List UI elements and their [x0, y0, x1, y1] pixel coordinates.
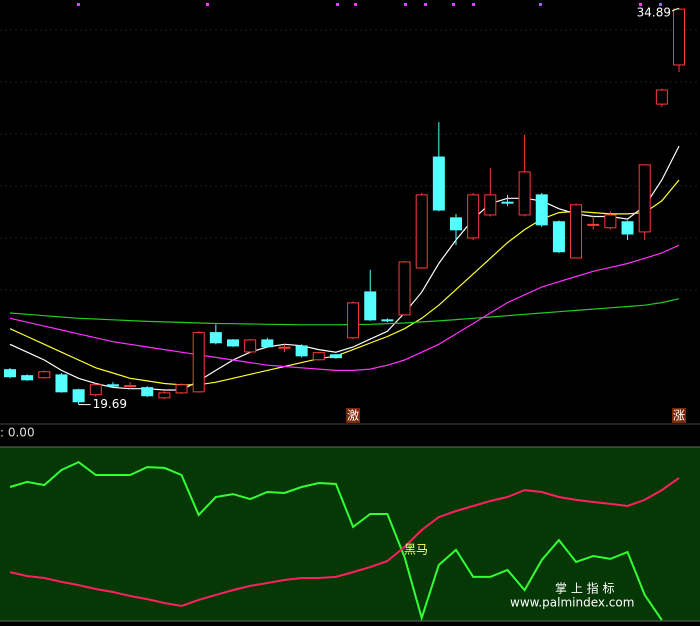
- candle-body: [4, 369, 16, 378]
- high-label: 34.89: [637, 6, 671, 20]
- candle-body: [570, 204, 583, 259]
- layout-grid: [0, 29, 700, 291]
- candle-body: [638, 164, 651, 233]
- indicator-annotation: 黑马: [404, 543, 428, 557]
- candle-body: [227, 339, 239, 347]
- candle-body: [398, 261, 411, 316]
- candle-body: [501, 201, 514, 204]
- watermark-title: 掌 上 指 标: [555, 581, 614, 596]
- candle-body: [347, 302, 360, 339]
- ma-line: [9, 179, 680, 386]
- candle-body: [364, 291, 377, 321]
- candle-body: [604, 214, 617, 229]
- watermark-url: www.palmindex.com: [510, 596, 634, 610]
- indicator-line: [9, 477, 680, 608]
- candle-body: [158, 392, 171, 399]
- candle-body: [535, 194, 548, 226]
- candle-body: [432, 156, 445, 211]
- candle-body: [89, 384, 102, 396]
- ma-line: [9, 244, 680, 371]
- top-dots: [77, 3, 662, 6]
- candle-body: [552, 221, 565, 253]
- candle-body: [175, 384, 188, 394]
- low-label: 19.69: [93, 397, 127, 411]
- signal-label: 涨: [673, 408, 685, 423]
- signal-label: 激: [347, 409, 359, 423]
- candle-body: [467, 194, 480, 239]
- candle-body: [244, 339, 257, 353]
- candle-body: [450, 217, 462, 231]
- ma-line: [9, 145, 680, 391]
- candle-body: [621, 221, 634, 235]
- candle-body: [415, 194, 428, 269]
- candle-body: [141, 387, 154, 397]
- signal-box: [346, 408, 361, 423]
- candle-body: [312, 352, 325, 361]
- indicator-line: [9, 460, 663, 622]
- candle-body: [655, 89, 668, 105]
- high-arrow: [671, 7, 680, 12]
- candle-body: [381, 319, 394, 322]
- indicator-label: : 0.00: [0, 426, 35, 440]
- candle-body: [261, 339, 274, 348]
- candle-body: [209, 332, 222, 344]
- candle-body: [106, 384, 119, 387]
- ma-line: [9, 298, 680, 326]
- signal-box: [672, 408, 686, 423]
- candle-body: [192, 332, 205, 393]
- candle-body: [72, 389, 85, 403]
- candle-body: [673, 8, 685, 66]
- candle-body: [295, 345, 308, 357]
- candle-body: [329, 354, 342, 359]
- candle-body: [38, 371, 51, 379]
- candle-body: [278, 346, 291, 349]
- candle-body: [518, 171, 531, 216]
- candle-body: [55, 374, 68, 393]
- candle-body: [21, 375, 34, 381]
- candle-body: [124, 385, 137, 388]
- candle-body: [484, 194, 497, 216]
- candle-body: [587, 223, 600, 226]
